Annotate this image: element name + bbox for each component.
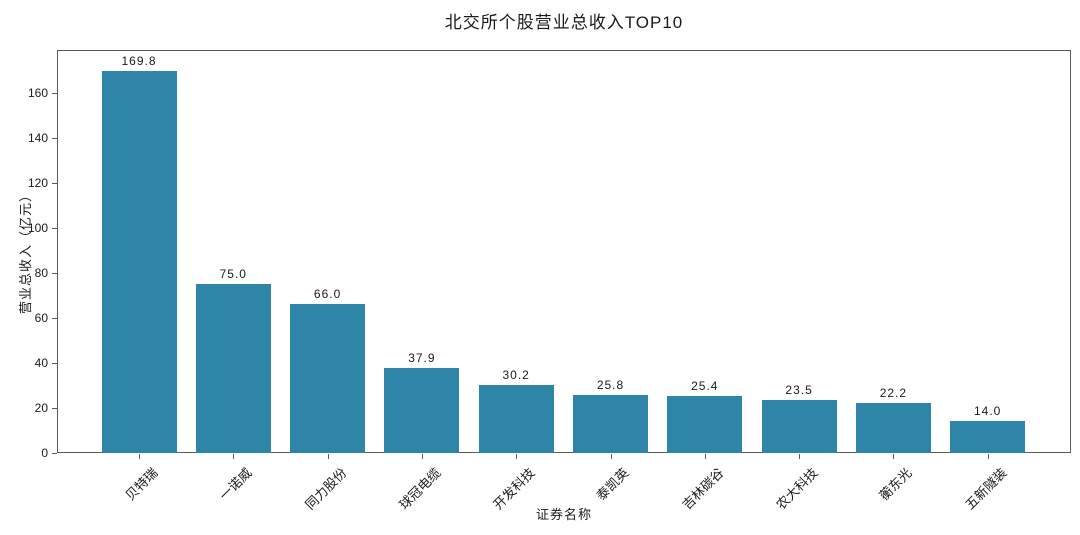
x-tick-mark (704, 454, 706, 459)
bar-value-label: 66.0 (313, 287, 342, 302)
y-tick-label: 100 (27, 220, 48, 235)
x-tick-mark (139, 454, 140, 459)
bar (950, 421, 1026, 453)
bar-value-label: 169.8 (121, 53, 157, 68)
y-axis-title: 营业总收入（亿元） (18, 188, 33, 315)
x-tick-mark (421, 454, 423, 459)
y-tick-mark (52, 362, 57, 364)
x-tick-mark (516, 454, 518, 459)
bar-value-label: 37.9 (408, 350, 436, 365)
bar-value-label: 23.5 (785, 383, 813, 398)
x-tick-mark (233, 454, 235, 459)
bar (290, 304, 366, 453)
bar-value-label: 14.0 (974, 404, 1002, 419)
y-tick-mark (52, 272, 57, 274)
chart-title: 北交所个股营业总收入TOP10 (444, 13, 684, 32)
bar (101, 70, 177, 453)
x-tick-mark (327, 454, 329, 459)
bar-value-label: 30.2 (502, 368, 530, 382)
y-tick-mark (52, 182, 57, 184)
x-tick-mark (610, 454, 612, 459)
bar-value-label: 25.8 (596, 377, 625, 392)
bar (478, 385, 554, 453)
bar (384, 367, 460, 453)
bar (195, 284, 271, 453)
y-tick-label: 80 (34, 265, 48, 280)
bar (855, 403, 931, 453)
x-tick-mark (893, 454, 895, 459)
x-tick-mark (799, 454, 801, 459)
bar (667, 395, 743, 453)
y-tick-label: 40 (34, 355, 48, 370)
y-tick-mark (52, 137, 57, 139)
y-tick-mark (52, 317, 57, 319)
bar (761, 400, 837, 453)
bar-value-label: 22.2 (879, 386, 908, 401)
x-axis-title: 证券名称 (535, 507, 592, 522)
y-tick-label: 0 (41, 446, 48, 460)
y-tick-label: 20 (34, 400, 48, 415)
x-tick-mark (987, 454, 989, 459)
y-tick-label: 140 (27, 130, 48, 145)
y-tick-mark (52, 227, 57, 229)
y-tick-mark (52, 407, 57, 409)
bar-value-label: 75.0 (219, 267, 247, 282)
bar (573, 394, 648, 453)
y-tick-label: 160 (27, 85, 48, 100)
x-tick-label-anchor: 五新隧装 (819, 464, 1009, 512)
y-tick-mark (52, 453, 57, 454)
bar-value-label: 25.4 (691, 378, 719, 393)
y-tick-label: 120 (27, 175, 48, 190)
y-tick-mark (52, 92, 57, 94)
y-tick-label: 60 (34, 310, 48, 325)
